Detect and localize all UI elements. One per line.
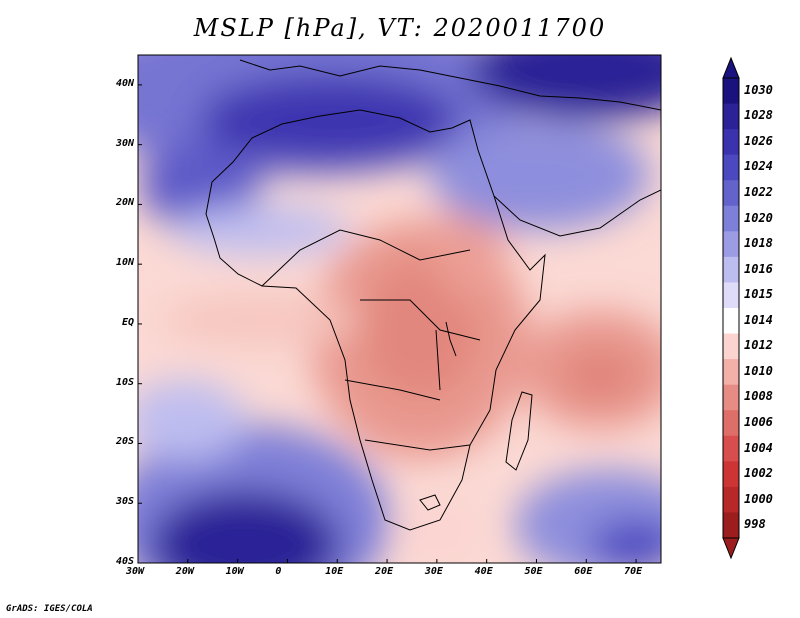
colorbar-swatch xyxy=(723,308,739,335)
lon-tick-label: 20W xyxy=(175,566,194,577)
colorbar-label: 1012 xyxy=(744,338,773,353)
colorbar-swatch xyxy=(723,410,739,437)
lon-tick-label: 60E xyxy=(574,566,593,577)
lon-tick-label: 70E xyxy=(624,566,643,577)
colorbar-label: 1016 xyxy=(744,261,773,276)
lon-tick-label: 10E xyxy=(325,566,344,577)
colorbar-label: 1004 xyxy=(744,440,773,455)
colorbar-label: 998 xyxy=(744,517,766,532)
lon-tick-label: 30E xyxy=(424,566,443,577)
pressure-field xyxy=(138,55,661,563)
colorbar-swatch xyxy=(723,486,739,513)
lon-tick-label: 30W xyxy=(126,566,145,577)
colorbar-swatch xyxy=(723,461,739,488)
colorbar-swatch xyxy=(723,512,739,539)
lat-tick-label: 20N xyxy=(115,197,134,209)
colorbar-top-arrow xyxy=(722,56,740,79)
lat-tick-label: 40S xyxy=(115,556,134,567)
lon-tick-label: 20E xyxy=(375,566,394,577)
colorbar-label: 1014 xyxy=(744,312,773,327)
lat-tick-label: EQ xyxy=(121,316,134,328)
map-title: MSLP [hPa], VT: 2020011700 xyxy=(193,14,607,42)
credit-text: GrADS: IGES/COLA xyxy=(6,604,93,614)
lat-tick-label: 10S xyxy=(115,376,134,388)
colorbar-label: 1024 xyxy=(744,159,773,174)
colorbar-label: 1026 xyxy=(744,133,773,148)
map-frame xyxy=(137,54,662,564)
colorbar-swatch xyxy=(723,435,739,462)
colorbar-bottom-arrow xyxy=(722,537,740,560)
coastlines xyxy=(205,59,661,531)
lon-tick-label: 40E xyxy=(474,566,493,577)
colorbar-swatch xyxy=(723,231,739,258)
colorbar-label: 1010 xyxy=(744,363,773,378)
colorbar-swatch xyxy=(723,154,739,181)
lon-tick-label: 10W xyxy=(225,566,244,577)
colorbar-swatch xyxy=(723,282,739,309)
colorbar-label: 1008 xyxy=(744,389,773,404)
colorbar-label: 1028 xyxy=(744,108,773,123)
colorbar-label: 1006 xyxy=(744,415,773,429)
colorbar-swatch xyxy=(723,180,739,207)
colorbar-label: 1015 xyxy=(744,287,773,302)
colorbar-swatch xyxy=(723,256,739,283)
colorbar-swatch xyxy=(723,384,739,411)
colorbar-label: 1002 xyxy=(744,466,773,481)
lon-tick-label: 0 xyxy=(275,566,282,577)
colorbar-swatch xyxy=(723,359,739,386)
lat-tick-label: 30N xyxy=(115,137,134,149)
lon-tick-label: 50E xyxy=(524,566,543,577)
colorbar-swatch xyxy=(723,103,739,130)
colorbar-label: 1018 xyxy=(744,236,773,251)
lat-tick-label: 40N xyxy=(115,77,134,89)
colorbar-label: 1022 xyxy=(744,185,773,199)
lat-tick-label: 20S xyxy=(115,436,134,448)
colorbar xyxy=(722,56,740,560)
colorbar-swatch xyxy=(723,129,739,156)
colorbar-label: 1030 xyxy=(744,82,773,97)
colorbar-label: 1000 xyxy=(744,491,773,506)
lat-tick-label: 10N xyxy=(115,257,134,269)
colorbar-frame xyxy=(722,77,740,539)
colorbar-label: 1020 xyxy=(744,210,773,225)
colorbar-swatch xyxy=(723,78,739,105)
colorbar-swatch xyxy=(723,205,739,232)
lat-tick-label: 30S xyxy=(115,496,134,508)
colorbar-swatch xyxy=(723,333,739,360)
